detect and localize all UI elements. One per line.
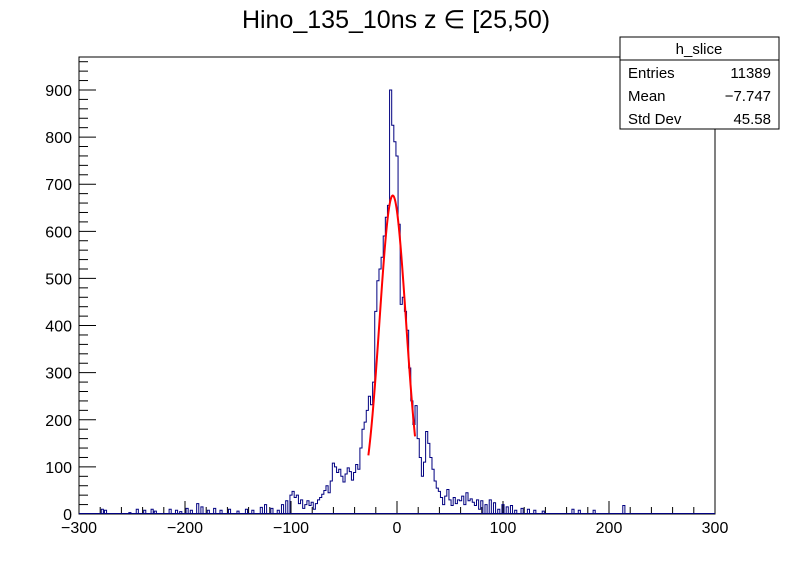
x-tick-label: 300 [702,520,729,537]
x-tick-label: 200 [596,520,623,537]
fit-curve [367,194,417,456]
x-tick-label: 100 [490,520,517,537]
y-tick-label: 100 [45,460,72,477]
stats-box-frame [619,36,780,130]
y-tick-label: 400 [45,319,72,336]
stats-box-title: h_slice [676,41,723,58]
stats-stddev-label: Std Dev [628,111,682,128]
x-tick-label: 0 [393,520,402,537]
x-axis: −300 −200 −100 0 100 200 300 [61,501,728,537]
y-tick-label: 0 [63,507,72,524]
stats-entries-label: Entries [628,65,675,82]
gaussian-fit-line [367,194,417,456]
y-tick-label: 200 [45,413,72,430]
y-axis: 0 100 200 300 400 500 600 700 800 900 [45,61,96,524]
y-tick-label: 500 [45,271,72,288]
chart-title: Hino_135_10ns z ∈ [25,50) [242,6,550,34]
y-tick-label: 700 [45,177,72,194]
x-tick-label: −200 [167,520,203,537]
y-tick-label: 600 [45,224,72,241]
y-tick-label: 900 [45,83,72,100]
stats-mean-value: −7.747 [725,88,771,105]
x-tick-label: −100 [273,520,309,537]
histogram-outline [100,89,626,514]
stats-mean-label: Mean [628,88,666,105]
x-tick-label: −300 [61,520,97,537]
stats-box: h_slice Entries 11389 Mean −7.747 Std De… [619,36,780,130]
stats-entries-value: 11389 [730,65,771,82]
histogram-bars [79,89,715,514]
stats-stddev-value: 45.58 [733,111,771,128]
y-tick-label: 300 [45,366,72,383]
y-tick-label: 800 [45,130,72,147]
